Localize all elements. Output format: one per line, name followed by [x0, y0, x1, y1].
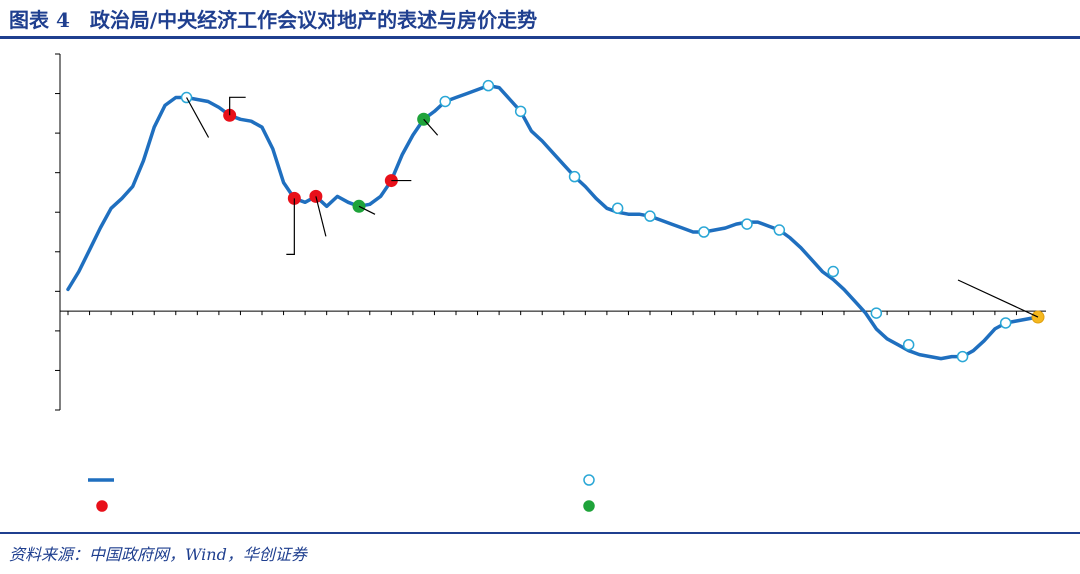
title-bar: 图表 4 政治局/中央经济工作会议对地产的表述与房价走势: [0, 0, 1080, 40]
meeting-marker: [870, 307, 883, 319]
series-layer: [66, 83, 1040, 361]
meeting-points: [180, 79, 1045, 363]
meeting-marker: [827, 265, 839, 278]
meeting-marker: [956, 350, 969, 363]
meeting-marker: [902, 338, 915, 351]
page-title: 图表 4 政治局/中央经济工作会议对地产的表述与房价走势: [9, 8, 538, 32]
meeting-marker: [514, 105, 527, 118]
annotation-leader: [286, 198, 295, 255]
meeting-marker: [439, 95, 451, 108]
meeting-marker: [999, 317, 1012, 329]
legend-marker-swatch: [96, 500, 108, 512]
meeting-marker: [644, 210, 656, 222]
title-rule: [0, 36, 1080, 39]
meeting-marker: [482, 79, 495, 92]
legend-marker-swatch: [583, 500, 595, 512]
series-line: [66, 83, 1040, 361]
annotations: [186, 96, 1039, 318]
annotation-leader: [358, 205, 376, 215]
y-axis: [55, 53, 61, 411]
meeting-marker: [180, 91, 193, 104]
legend-marker-swatch: [583, 474, 595, 486]
annotation-leader: [423, 118, 439, 136]
legend: [88, 474, 595, 512]
source-rule: [0, 532, 1080, 534]
meeting-marker: [698, 226, 710, 238]
annotation-leader: [186, 97, 210, 138]
meeting-marker: [741, 218, 753, 230]
annotation-leader: [315, 196, 327, 237]
x-axis: [60, 310, 1046, 316]
meeting-marker: [611, 202, 624, 215]
annotation-leader: [957, 279, 1039, 318]
price-index-chart: [55, 53, 1046, 512]
meeting-marker: [773, 224, 786, 236]
meeting-marker: [568, 170, 581, 183]
source-note: 资料来源：中国政府网，Wind，华创证券: [9, 545, 307, 564]
annotation-leader: [229, 96, 246, 116]
